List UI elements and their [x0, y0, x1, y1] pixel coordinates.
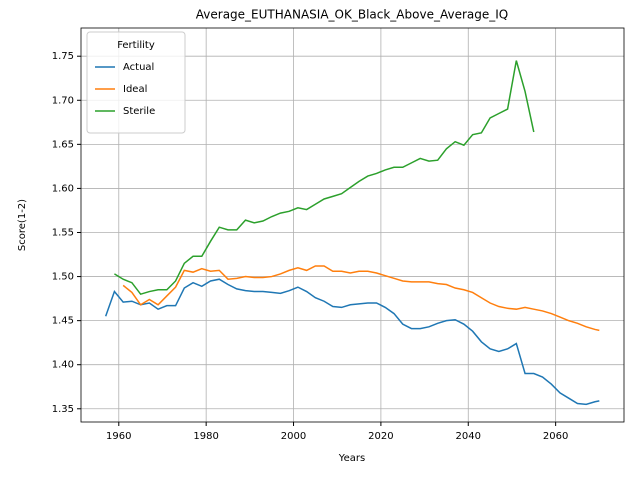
legend-label: Ideal	[123, 84, 147, 95]
x-tick-label: 2000	[281, 431, 306, 442]
y-tick-label: 1.70	[52, 95, 74, 106]
line	[104, 278, 600, 406]
legend-label: Sterile	[123, 106, 155, 117]
x-tick-label: 2060	[543, 431, 568, 442]
line	[114, 60, 535, 296]
legend-label: Actual	[123, 62, 154, 73]
x-tick-label: 2020	[368, 431, 393, 442]
x-tick-label: 2040	[456, 431, 481, 442]
legend-box	[86, 31, 186, 134]
y-tick-label: 1.45	[52, 316, 74, 327]
y-tick-label: 1.55	[52, 227, 74, 238]
line	[122, 265, 600, 332]
y-tick-label: 1.65	[52, 139, 74, 150]
x-tick-label: 1960	[106, 431, 131, 442]
y-axis-label: Score(1-2)	[17, 199, 28, 251]
x-tick-label: 1980	[193, 431, 218, 442]
y-tick-label: 1.75	[52, 51, 74, 62]
chart-title: Average_EUTHANASIA_OK_Black_Above_Averag…	[196, 8, 508, 22]
y-tick-label: 1.35	[52, 404, 74, 415]
plot-frame	[80, 27, 625, 423]
x-axis-label: Years	[338, 453, 365, 464]
y-tick-label: 1.40	[52, 360, 74, 371]
y-tick-label: 1.60	[52, 183, 74, 194]
y-tick-label: 1.50	[52, 272, 74, 283]
legend-title: Fertility	[117, 40, 155, 51]
